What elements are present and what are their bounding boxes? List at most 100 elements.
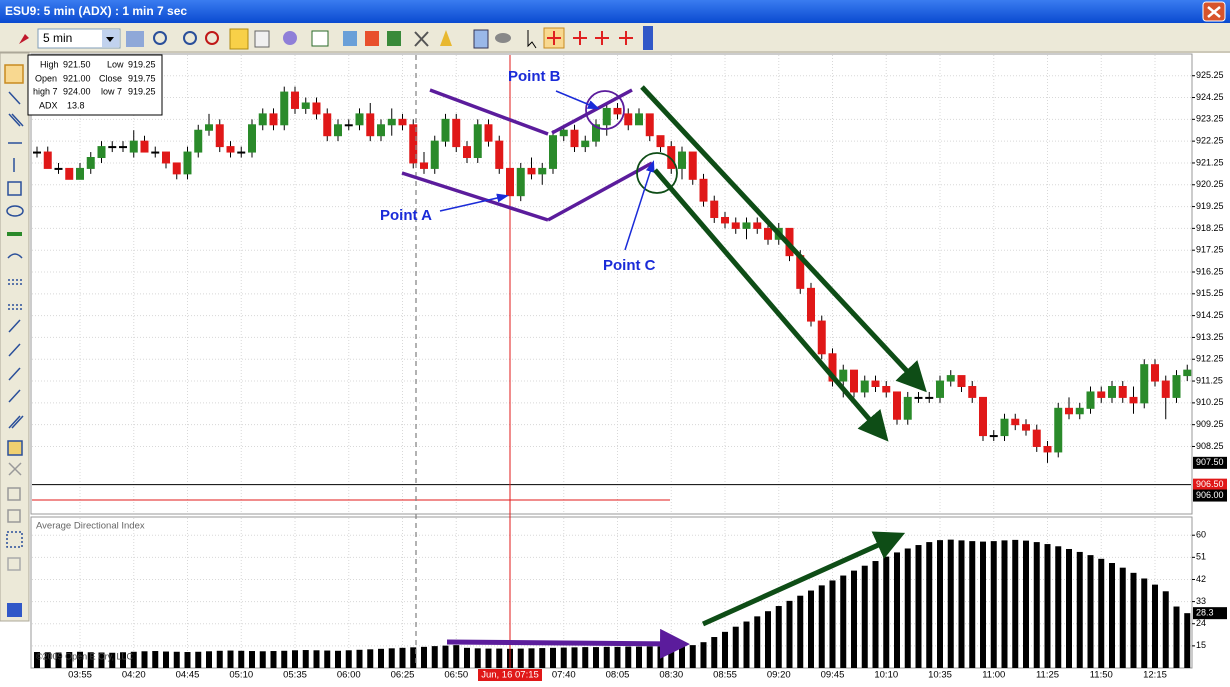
bar [206,651,212,668]
info-label: ADX [39,100,58,110]
bar [1119,567,1126,668]
drawing-toolbar [0,52,30,622]
candle-body [1065,407,1073,415]
tool-icon[interactable] [311,30,329,47]
tool-icon[interactable] [7,487,21,501]
tool-icon[interactable] [183,31,197,45]
bar [904,548,911,668]
tool-icon[interactable] [7,509,21,523]
candle-body [172,162,181,175]
bar [1162,591,1169,668]
tool-icon[interactable] [7,557,21,571]
tool-icon[interactable] [126,31,144,47]
x-tick-label: Jun, 16 07:15 [481,670,539,681]
candle-body [280,91,289,126]
info-label: low 7 [101,86,122,96]
price-marker-label: 906.00 [1196,490,1224,500]
candle-body [484,124,493,142]
tool-icon[interactable] [595,31,609,45]
info-label: High [40,59,59,69]
tool-icon[interactable] [153,31,167,45]
tool-icon[interactable] [619,31,633,45]
bar [754,616,761,668]
info-value: 921.00 [63,73,91,83]
tool-icon[interactable] [205,31,219,45]
bar [668,646,675,668]
trend-arrow [653,168,889,442]
timeframe-select[interactable] [37,28,121,49]
tool-icon[interactable] [414,31,429,47]
tool-icon[interactable] [8,462,22,476]
x-tick-label: 03:55 [68,670,92,681]
tool-icon[interactable] [8,319,21,333]
bar [947,539,954,668]
bar [926,542,933,668]
y-tick-label: 924.25 [1196,92,1224,102]
tool-icon[interactable] [8,113,24,127]
toolbar-icons[interactable] [126,27,633,50]
drawing-tools[interactable] [4,64,24,617]
tool-icon[interactable] [365,31,379,46]
tool-icon[interactable] [7,253,23,259]
tool-icon[interactable] [7,181,22,196]
bar [990,541,997,668]
candle-body [968,386,977,398]
bar [66,652,73,668]
bar [227,650,234,668]
tool-icon[interactable] [8,343,21,357]
candle-body [65,167,74,180]
y-tick-label: 913.25 [1196,332,1224,342]
bar [1109,563,1115,668]
tool-icon[interactable] [8,367,21,381]
trend-arrow [640,85,927,393]
bar [689,645,696,668]
candle-body [97,146,106,159]
bar [1087,555,1094,668]
tool-icon[interactable] [8,415,24,429]
tool-icon[interactable] [6,205,24,217]
tool-icon[interactable] [254,30,270,48]
bar [216,650,223,668]
tool-icon[interactable] [8,389,21,403]
tool-icon[interactable] [495,33,511,43]
x-tick-label: 12:15 [1143,670,1167,681]
candle-body [215,124,224,148]
tool-icon[interactable] [473,29,489,49]
candle-body [183,151,192,175]
bar [711,637,718,668]
bar [292,650,298,668]
bar [238,650,245,668]
tool-icon[interactable] [547,31,561,45]
candle-body [602,107,611,126]
candle-body [205,124,213,131]
tool-icon[interactable] [573,31,587,45]
x-tick-label: 05:35 [283,670,307,681]
candle-body [344,124,353,127]
y-tick-label: 911.25 [1196,375,1223,385]
bar [937,540,943,668]
tool-icon[interactable] [7,603,22,617]
candle-body [398,118,407,126]
trend-line [401,171,549,222]
candle-body [1161,380,1170,398]
candle-body [420,162,428,169]
candle-body [1032,429,1041,447]
tool-icon[interactable] [4,64,24,84]
tool-icon[interactable] [440,30,452,46]
toolbar-chevron[interactable] [643,26,653,50]
tool-icon[interactable] [8,91,21,105]
candle-body [828,353,837,382]
tool-icon[interactable] [387,31,401,46]
tool-icon[interactable] [6,531,23,548]
tool-icon[interactable] [527,30,537,49]
candle-body [1129,396,1138,404]
info-label: Open [35,73,57,83]
info-value: 919.25 [128,86,156,96]
candle-body [764,227,772,240]
tool-icon[interactable] [229,28,249,50]
tool-icon[interactable] [343,31,357,46]
bar [464,647,470,668]
candle-body [1000,418,1009,437]
tool-icon[interactable] [7,440,23,456]
tool-icon[interactable] [283,31,297,45]
